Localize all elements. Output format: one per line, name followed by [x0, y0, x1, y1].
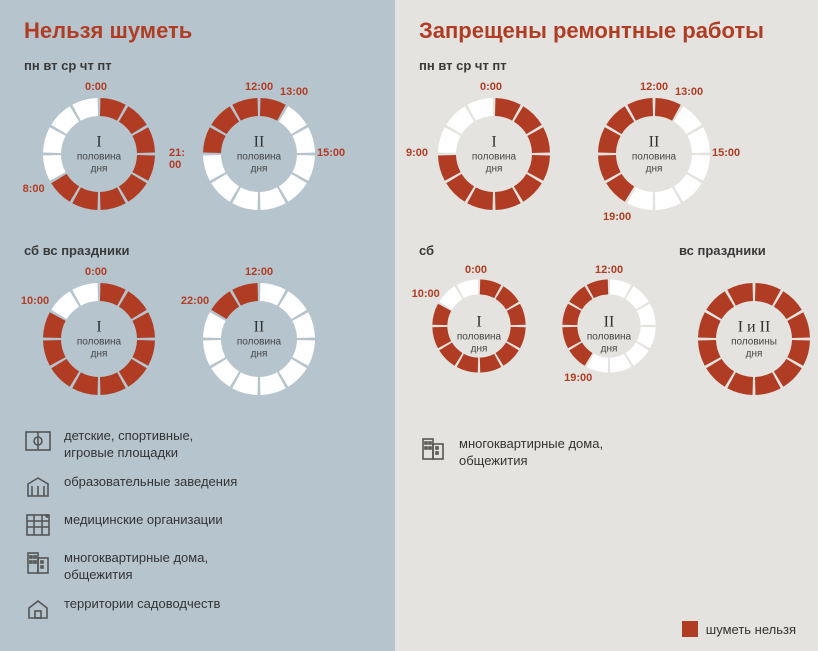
location-item: многоквартирные дома,общежития — [419, 436, 798, 470]
time-label: 0:00 — [85, 81, 107, 93]
garden-icon — [24, 596, 52, 622]
row-right-weekday: Iполовинадня0:009:00 IIполовинадня12:001… — [419, 79, 798, 229]
education-icon — [24, 474, 52, 500]
time-label: 9:00 — [406, 147, 428, 159]
location-text: медицинские организации — [64, 512, 223, 529]
clock-right-sunhol: I и IIполовиныдня — [679, 264, 818, 414]
location-text: многоквартирные дома,общежития — [459, 436, 603, 470]
time-label: 22:00 — [181, 295, 209, 307]
time-label: 10:00 — [21, 295, 49, 307]
location-item: территории садоводчеств — [24, 596, 375, 622]
location-item: медицинские организации — [24, 512, 375, 538]
location-text: образовательные заведения — [64, 474, 237, 491]
time-label: 12:00 — [640, 81, 668, 93]
row-right-sunhol: I и IIполовиныдня — [679, 264, 818, 414]
time-label: 8:00 — [23, 183, 45, 195]
time-label: 13:00 — [675, 86, 703, 98]
sat-label: сб — [419, 243, 669, 258]
locations-right: многоквартирные дома,общежития — [419, 436, 798, 470]
time-label: 10:00 — [412, 288, 440, 300]
location-item: образовательные заведения — [24, 474, 375, 500]
time-label: 15:00 — [712, 147, 740, 159]
clock-left-we-2: IIполовинадня12:0022:00 — [184, 264, 334, 414]
locations-left: детские, спортивные,игровые площадки обра… — [24, 428, 375, 622]
time-label: 19:00 — [603, 211, 631, 223]
location-item: детские, спортивные,игровые площадки — [24, 428, 375, 462]
time-label: 13:00 — [280, 86, 308, 98]
apartment-icon — [24, 550, 52, 576]
clock-right-sat-1: Iполовинадня0:0010:00 — [419, 264, 539, 404]
title-noise: Нельзя шуметь — [24, 18, 375, 44]
row-left-weekend: Iполовинадня0:0010:00 IIполовинадня12:00… — [24, 264, 375, 414]
row-left-weekday: Iполовинадня0:008:00 IIполовинадня12:001… — [24, 79, 375, 229]
clock-left-wd-2: IIполовинадня12:0013:0015:0021: 00 — [184, 79, 334, 229]
time-label: 12:00 — [595, 264, 623, 276]
weekend-label-left: сб вс праздники — [24, 243, 375, 258]
location-text: территории садоводчеств — [64, 596, 220, 613]
clock-left-wd-1: Iполовинадня0:008:00 — [24, 79, 174, 229]
medical-icon — [24, 512, 52, 538]
legend-swatch — [682, 621, 698, 637]
time-label: 0:00 — [480, 81, 502, 93]
infographic: Нельзя шуметь пн вт ср чт пт Iполовинадн… — [0, 0, 818, 651]
location-item: многоквартирные дома,общежития — [24, 550, 375, 584]
time-label: 0:00 — [85, 266, 107, 278]
legend: шуметь нельзя — [682, 621, 796, 637]
clock-left-we-1: Iполовинадня0:0010:00 — [24, 264, 174, 414]
time-label: 21: 00 — [169, 147, 185, 171]
clock-right-sat-2: IIполовинадня12:0019:00 — [549, 264, 669, 404]
time-label: 0:00 — [465, 264, 487, 276]
location-text: детские, спортивные,игровые площадки — [64, 428, 193, 462]
clock-right-wd-1: Iполовинадня0:009:00 — [419, 79, 569, 229]
sunhol-label: вс праздники — [679, 243, 818, 258]
clock-right-wd-2: IIполовинадня12:0013:0015:0019:00 — [579, 79, 729, 229]
time-label: 19:00 — [564, 372, 592, 384]
row-right-sat: Iполовинадня0:0010:00 IIполовинадня12:00… — [419, 264, 669, 404]
weekday-label-left: пн вт ср чт пт — [24, 58, 375, 73]
panel-repair: Запрещены ремонтные работы пн вт ср чт п… — [395, 0, 818, 651]
legend-text: шуметь нельзя — [706, 622, 796, 637]
weekday-label-right: пн вт ср чт пт — [419, 58, 798, 73]
time-label: 12:00 — [245, 266, 273, 278]
time-label: 15:00 — [317, 147, 345, 159]
time-label: 12:00 — [245, 81, 273, 93]
apartment-icon — [419, 436, 447, 462]
playground-icon — [24, 428, 52, 454]
panel-noise: Нельзя шуметь пн вт ср чт пт Iполовинадн… — [0, 0, 395, 651]
location-text: многоквартирные дома,общежития — [64, 550, 208, 584]
title-repair: Запрещены ремонтные работы — [419, 18, 798, 44]
